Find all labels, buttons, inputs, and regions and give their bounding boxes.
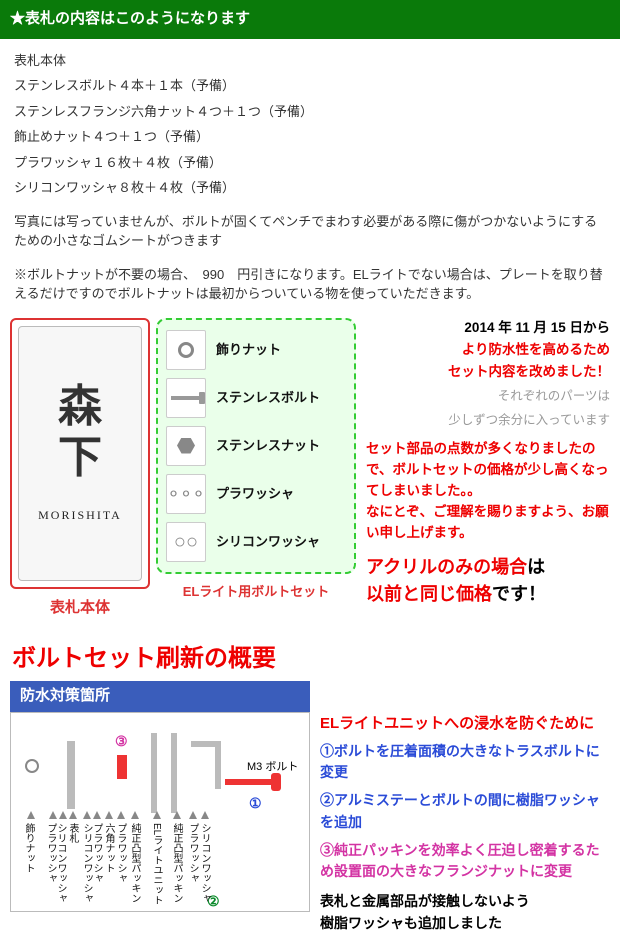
note-discount: ※ボルトナットが不要の場合、 990 円引きになります。ELライトでない場合は、… (14, 265, 606, 304)
explain-item-2: ②アルミステーとボルトの間に樹脂ワッシャを追加 (320, 790, 610, 833)
contents-description: 表札本体 ステンレスボルト４本＋１本（予備） ステンレスフランジ六角ナット４つ＋… (0, 39, 620, 318)
part-label: 飾りナット (216, 340, 281, 360)
part-label: プラワッシャ (216, 484, 294, 504)
diagram-part-label: 純正凸型パッキン (171, 823, 182, 903)
waterproof-diagram: ③ ① ② M3 ボルト 飾りナット プラワッシャ シリコンワッシャ 表札 シリ… (10, 712, 310, 912)
diagram-marker-1: ① (249, 793, 262, 814)
announce-subnote: それぞれのパーツは (366, 388, 610, 406)
product-overview-row: 森 下 MORISHITA 表札本体 飾りナット ステンレスボルト ステンレスナ… (0, 318, 620, 632)
explain-item-1: ①ボルトを圧着面積の大きなトラスボルトに変更 (320, 741, 610, 784)
part-thumb-icon (166, 426, 206, 466)
part-row: ステンレスナット (166, 426, 346, 466)
announce-paragraph: セット部品の点数が多くなりましたので、ボルトセットの価格が少し高くなってしまいま… (366, 439, 610, 544)
diagram-part-label: シリコンワッシャ (199, 823, 210, 903)
nameplate-frame: 森 下 MORISHITA (10, 318, 150, 589)
note-gumsheet: 写真には写っていませんが、ボルトが固くてペンチでまわす必要がある際に傷がつかない… (14, 212, 606, 251)
nameplate-kanji: 下 (58, 433, 102, 484)
diagram-marker-3: ③ (115, 731, 128, 752)
explain-heading: ELライトユニットへの浸水を防ぐために (320, 712, 610, 735)
diagram-part-label: 表札 (67, 823, 78, 843)
diagram-part-label: 飾りナット (23, 823, 34, 873)
announce-subnote: 少しずつ余分に入っています (366, 412, 610, 430)
section-header: ★表札の内容はこのようになります (0, 0, 620, 39)
diagram-header: 防水対策箇所 (10, 681, 310, 712)
diagram-part-label: シリコンワッシャ (55, 823, 66, 903)
nameplate-column: 森 下 MORISHITA 表札本体 (10, 318, 150, 620)
announcement-column: 2014 年 11 月 15 日から より防水性を高めるため セット内容を改めま… (362, 318, 610, 608)
part-label: シリコンワッシャ (216, 532, 320, 552)
diagram-part-label: プラワッシャ (91, 823, 102, 883)
part-thumb-icon: ∘∘∘ (166, 474, 206, 514)
renewal-row: ③ ① ② M3 ボルト 飾りナット プラワッシャ シリコンワッシャ 表札 シリ… (0, 712, 620, 944)
part-label: ステンレスナット (216, 436, 320, 456)
renewal-title: ボルトセット刷新の概要 (0, 631, 620, 681)
part-row: ∘∘∘ プラワッシャ (166, 474, 346, 514)
announce-headline: セット内容を改めました！ (366, 362, 610, 382)
renewal-explanation: ELライトユニットへの浸水を防ぐために ①ボルトを圧着面積の大きなトラスボルトに… (320, 712, 610, 935)
diagram-part-label: プラワッシャ (115, 823, 126, 883)
content-line: シリコンワッシャ８枚＋４枚（予備） (14, 178, 606, 198)
announce-date: 2014 年 11 月 15 日から (366, 318, 610, 338)
parts-column: 飾りナット ステンレスボルト ステンレスナット ∘∘∘ プラワッシャ ○○ シリ… (156, 318, 356, 602)
part-thumb-icon: ○○ (166, 522, 206, 562)
content-line: 飾止めナット４つ＋１つ（予備） (14, 127, 606, 147)
explain-item-3: ③純正パッキンを効率よく圧迫し密着するため設置面の大きなフランジナットに変更 (320, 840, 610, 883)
parts-caption: ELライト用ボルトセット (156, 582, 356, 602)
announce-footer: アクリルのみの場合は 以前と同じ価格です！ (366, 554, 610, 608)
diagram-part-label: ELライトユニット (151, 823, 162, 905)
part-row: ステンレスボルト (166, 378, 346, 418)
content-line: ステンレスボルト４本＋１本（予備） (14, 76, 606, 96)
part-label: ステンレスボルト (216, 388, 320, 408)
explain-tail: 表札と金属部品が接触しないよう (320, 891, 610, 913)
content-line: ステンレスフランジ六角ナット４つ＋１つ（予備） (14, 102, 606, 122)
content-line: 表札本体 (14, 51, 606, 71)
diagram-part-label: 純正凸型パッキン (129, 823, 140, 903)
announce-headline: より防水性を高めるため (366, 340, 610, 360)
nameplate-image: 森 下 MORISHITA (18, 326, 142, 581)
explain-tail: 樹脂ワッシャも追加しました (320, 913, 610, 935)
part-thumb-icon (166, 378, 206, 418)
part-thumb-icon (166, 330, 206, 370)
diagram-part-label: プラワッシャ (187, 823, 198, 883)
nameplate-roman: MORISHITA (38, 506, 122, 524)
nameplate-kanji: 森 (58, 382, 102, 433)
parts-box: 飾りナット ステンレスボルト ステンレスナット ∘∘∘ プラワッシャ ○○ シリ… (156, 318, 356, 574)
content-line: プラワッシャ１６枚＋４枚（予備） (14, 153, 606, 173)
part-row: ○○ シリコンワッシャ (166, 522, 346, 562)
diagram-m3-label: M3 ボルト (247, 759, 298, 776)
diagram-part-label: 六角ナット (103, 823, 114, 873)
part-row: 飾りナット (166, 330, 346, 370)
nameplate-caption: 表札本体 (10, 597, 150, 620)
